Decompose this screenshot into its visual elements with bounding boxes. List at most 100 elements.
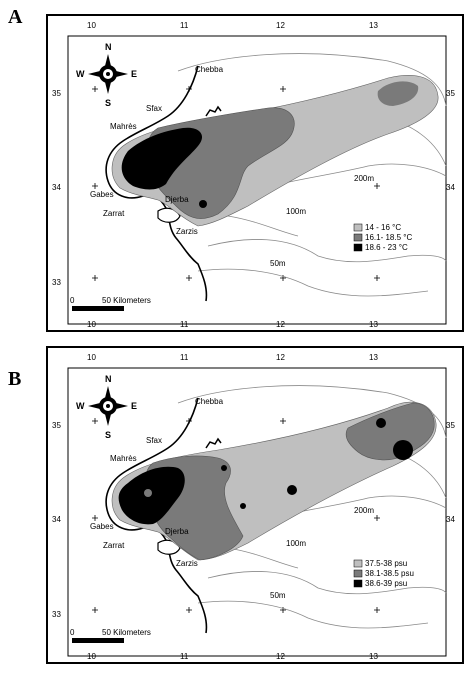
legend-label-3: 38.6-39 psu (365, 579, 407, 588)
legend-swatch-3 (353, 579, 363, 588)
scale-bar: 0 50 Kilometers (70, 296, 151, 311)
lat-tick-35: 35 (52, 421, 61, 430)
legend-label-2: 38.1-38.5 psu (365, 569, 414, 578)
legend-label-2: 16.1- 18.5 °C (365, 233, 412, 242)
label-sfax: Sfax (146, 436, 162, 445)
legend-swatch-3 (353, 243, 363, 252)
label-gabes: Gabes (90, 522, 114, 531)
lat-tick-34-right: 34 (446, 515, 455, 524)
legend-label-3: 18.6 - 23 °C (365, 243, 408, 252)
label-zarrat: Zarrat (103, 541, 125, 550)
scale-label: 50 Kilometers (102, 296, 151, 305)
lon-tick-13-bottom: 13 (369, 652, 378, 661)
lon-tick-12: 12 (276, 353, 285, 362)
zone-18-23 (121, 127, 203, 190)
lon-tick-10: 10 (87, 21, 96, 30)
zone-16-18-east (377, 81, 419, 106)
scale-bar-rect (72, 638, 124, 643)
label-gabes: Gabes (90, 190, 114, 199)
map-panel-b: 10 11 12 13 10 11 12 13 35 34 33 35 34 (46, 346, 464, 664)
depth-label-200m: 200m (354, 506, 374, 515)
lon-tick-10-bottom: 10 (87, 320, 96, 329)
lon-tick-11-bottom: 11 (180, 320, 189, 329)
label-mahres: Mahrès (110, 122, 137, 131)
lon-tick-11: 11 (180, 353, 189, 362)
lon-tick-12-bottom: 12 (276, 652, 285, 661)
lon-tick-11: 11 (180, 21, 189, 30)
legend-swatch-2 (353, 569, 363, 578)
lon-tick-10: 10 (87, 353, 96, 362)
lat-tick-35-right: 35 (446, 421, 455, 430)
label-zarrat: Zarrat (103, 209, 125, 218)
zone-381-385-east (345, 402, 435, 461)
label-djerba: Djerba (165, 195, 189, 204)
lon-tick-13-bottom: 13 (369, 320, 378, 329)
lon-tick-11-bottom: 11 (180, 652, 189, 661)
panel-b-letter: B (8, 368, 22, 390)
legend-label-1: 14 - 16 °C (365, 223, 401, 232)
label-mahres: Mahrès (110, 454, 137, 463)
kerkennah-islands (205, 437, 222, 449)
scale-label: 50 Kilometers (102, 628, 151, 637)
lon-tick-13: 13 (369, 21, 378, 30)
compass-n: N (105, 42, 112, 52)
legend-swatch-2 (353, 233, 363, 242)
depth-label-200m: 200m (354, 174, 374, 183)
map-panel-a: 10 11 12 13 10 11 12 13 35 34 33 35 34 (46, 14, 464, 332)
scale-start: 0 (70, 296, 75, 305)
djerba-island (157, 207, 181, 223)
map-b-svg: 10 11 12 13 10 11 12 13 35 34 33 35 34 (52, 353, 455, 661)
lat-tick-34: 34 (52, 183, 61, 192)
compass-rose: N S E W (76, 374, 137, 440)
compass-w: W (76, 401, 85, 411)
legend-label-1: 37.5-38 psu (365, 559, 407, 568)
label-sfax: Sfax (146, 104, 162, 113)
lon-tick-12-bottom: 12 (276, 320, 285, 329)
lat-tick-33: 33 (52, 610, 61, 619)
scale-bar: 0 50 Kilometers (70, 628, 151, 643)
lon-tick-13: 13 (369, 353, 378, 362)
scale-start: 0 (70, 628, 75, 637)
map-frame (67, 35, 447, 325)
zone-386-39-spot-1 (287, 485, 297, 495)
legend: 14 - 16 °C 16.1- 18.5 °C 18.6 - 23 °C (353, 223, 412, 252)
zone-386-39 (118, 466, 185, 525)
lat-tick-34: 34 (52, 515, 61, 524)
label-chebba: Chebba (195, 397, 224, 406)
lat-tick-34-right: 34 (446, 183, 455, 192)
lat-tick-35-right: 35 (446, 89, 455, 98)
legend: 37.5-38 psu 38.1-38.5 psu 38.6-39 psu (353, 559, 414, 588)
lat-tick-33: 33 (52, 278, 61, 287)
label-zarzis: Zarzis (176, 559, 198, 568)
zone-381-385-spot (144, 489, 152, 497)
depth-label-50m: 50m (270, 259, 286, 268)
lon-tick-12: 12 (276, 21, 285, 30)
lat-tick-35: 35 (52, 89, 61, 98)
map-a-svg: 10 11 12 13 10 11 12 13 35 34 33 35 34 (52, 21, 455, 329)
map-frame (67, 367, 447, 657)
legend-swatch-1 (353, 223, 363, 232)
depth-label-100m: 100m (286, 539, 306, 548)
label-chebba: Chebba (195, 65, 224, 74)
scale-bar-rect (72, 306, 124, 311)
compass-s: S (105, 98, 111, 108)
legend-swatch-1 (353, 559, 363, 568)
lon-tick-10-bottom: 10 (87, 652, 96, 661)
zone-386-39-spot-3 (221, 465, 227, 471)
compass-e: E (131, 401, 137, 411)
compass-w: W (76, 69, 85, 79)
kerkennah-islands (205, 105, 222, 117)
zone-18-23-spot (199, 200, 207, 208)
depth-label-100m: 100m (286, 207, 306, 216)
compass-rose: N S E W (76, 42, 137, 108)
panel-a-letter: A (8, 6, 23, 28)
label-zarzis: Zarzis (176, 227, 198, 236)
compass-s: S (105, 430, 111, 440)
compass-n: N (105, 374, 112, 384)
zone-386-39-spot-2 (240, 503, 246, 509)
djerba-island (157, 539, 181, 555)
zone-386-39-east-2 (376, 418, 386, 428)
depth-label-50m: 50m (270, 591, 286, 600)
label-djerba: Djerba (165, 527, 189, 536)
compass-e: E (131, 69, 137, 79)
